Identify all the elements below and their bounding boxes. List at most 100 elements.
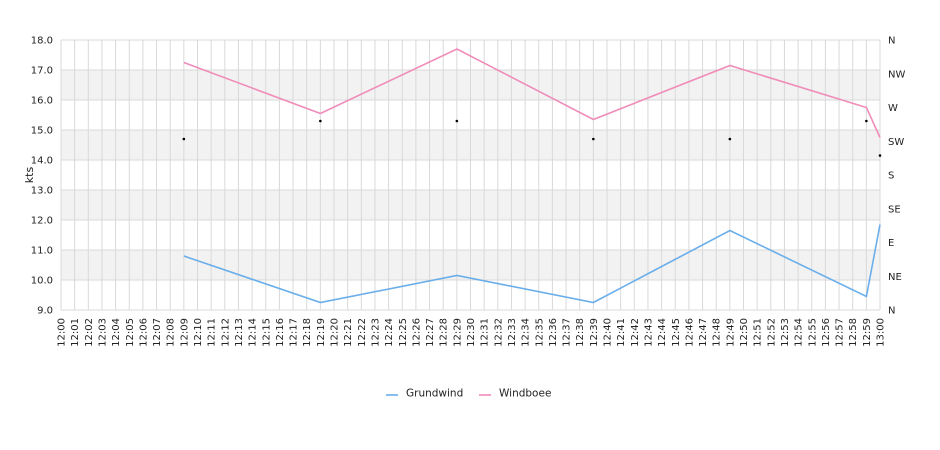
- x-tick-label: 12:36: [548, 318, 559, 347]
- y-tick-label: 13.0: [31, 186, 53, 197]
- x-tick-label: 12:09: [179, 318, 190, 347]
- direction-axis-ticks: N NE E SE S SW W NW N: [888, 36, 905, 317]
- legend: Grundwind Windboee: [386, 388, 551, 400]
- x-tick-label: 12:38: [575, 318, 586, 347]
- direction-tick-label: N: [888, 36, 895, 47]
- x-tick-label: 12:00: [57, 318, 68, 347]
- x-tick-label: 12:05: [125, 318, 136, 347]
- direction-tick-label: N: [888, 306, 895, 317]
- direction-marker: [319, 119, 322, 123]
- x-tick-label: 12:11: [207, 318, 218, 347]
- x-tick-label: 12:49: [725, 318, 736, 347]
- x-tick-label: 12:46: [684, 318, 695, 347]
- direction-marker: [592, 137, 595, 141]
- x-tick-label: 12:34: [521, 318, 532, 347]
- x-tick-label: 12:24: [384, 318, 395, 347]
- series-line-windboee: [183, 48, 881, 138]
- grid-lines: [60, 39, 881, 311]
- x-tick-label: 12:29: [452, 318, 463, 347]
- direction-marker: [865, 119, 868, 123]
- direction-marker: [878, 154, 882, 157]
- x-tick-label: 12:45: [671, 318, 682, 347]
- x-tick-label: 12:35: [534, 318, 545, 347]
- legend-label-grundwind: Grundwind: [406, 388, 463, 400]
- x-tick-label: 12:19: [316, 318, 327, 347]
- x-tick-label: 12:33: [507, 318, 518, 347]
- x-tick-label: 12:21: [343, 318, 354, 347]
- y-tick-label: 9.0: [37, 306, 53, 317]
- x-tick-label: 12:18: [302, 318, 313, 347]
- x-tick-label: 12:06: [138, 318, 149, 347]
- x-tick-label: 12:10: [193, 318, 204, 347]
- x-tick-label: 12:59: [862, 318, 873, 347]
- x-tick-label: 12:16: [275, 318, 286, 347]
- direction-tick-label: SE: [888, 204, 901, 215]
- direction-marker: [728, 137, 732, 141]
- y-tick-label: 17.0: [31, 66, 53, 77]
- direction-tick-label: S: [888, 171, 894, 182]
- y-tick-label: 10.0: [31, 276, 53, 287]
- x-tick-label: 13:00: [876, 318, 887, 347]
- y-tick-label: 11.0: [31, 246, 53, 257]
- y-axis-label: kts: [23, 167, 36, 184]
- y-tick-label: 16.0: [31, 96, 53, 107]
- x-tick-label: 12:43: [643, 318, 654, 347]
- series-lines: [183, 48, 881, 304]
- x-tick-label: 12:15: [261, 318, 272, 347]
- x-tick-label: 12:53: [780, 318, 791, 347]
- direction-tick-label: NW: [888, 69, 905, 80]
- x-tick-label: 12:56: [821, 318, 832, 347]
- x-tick-label: 12:12: [220, 318, 231, 347]
- x-tick-label: 12:07: [152, 318, 163, 347]
- x-tick-label: 12:27: [425, 318, 436, 347]
- x-tick-label: 12:31: [480, 318, 491, 347]
- x-tick-label: 12:40: [603, 318, 614, 347]
- direction-markers: [182, 119, 882, 157]
- x-tick-label: 12:20: [330, 318, 341, 347]
- x-tick-label: 12:52: [766, 318, 777, 347]
- x-tick-label: 12:55: [807, 318, 818, 347]
- x-tick-label: 12:08: [166, 318, 177, 347]
- direction-tick-label: SW: [888, 137, 904, 148]
- x-tick-label: 12:47: [698, 318, 709, 347]
- x-tick-label: 12:44: [657, 318, 668, 347]
- x-tick-label: 12:32: [493, 318, 504, 347]
- y-axis-ticks: 9.0 10.0 11.0 12.0 13.0 14.0 15.0 16.0 17.0 18.0: [31, 36, 53, 317]
- y-tick-label: 18.0: [31, 36, 53, 47]
- y-tick-label: 15.0: [31, 126, 53, 137]
- x-tick-label: 12:04: [111, 318, 122, 347]
- x-tick-label: 12:26: [411, 318, 422, 347]
- direction-tick-label: E: [888, 238, 894, 249]
- x-tick-label: 12:01: [70, 318, 81, 347]
- y-tick-label: 14.0: [31, 156, 53, 167]
- x-tick-label: 12:03: [97, 318, 108, 347]
- x-tick-label: 12:14: [248, 318, 259, 347]
- x-tick-label: 12:17: [289, 318, 300, 347]
- x-tick-label: 12:58: [848, 318, 859, 347]
- x-tick-label: 12:28: [439, 318, 450, 347]
- x-tick-label: 12:13: [234, 318, 245, 347]
- legend-label-windboee: Windboee: [499, 388, 551, 400]
- x-tick-label: 12:39: [589, 318, 600, 347]
- x-tick-label: 12:41: [616, 318, 627, 347]
- x-tick-label: 12:25: [398, 318, 409, 347]
- direction-marker: [455, 119, 459, 123]
- direction-tick-label: NE: [888, 272, 902, 283]
- x-axis-ticks: 12:00 12:01 12:02 12:03 12:04 12:05 12:06 12:07…: [57, 318, 887, 347]
- y-tick-label: 12.0: [31, 216, 53, 227]
- x-tick-label: 12:51: [753, 318, 764, 347]
- x-tick-label: 12:50: [739, 318, 750, 347]
- x-tick-label: 12:48: [712, 318, 723, 347]
- x-tick-label: 12:02: [84, 318, 95, 347]
- x-tick-label: 12:54: [794, 318, 805, 347]
- x-tick-label: 12:22: [357, 318, 368, 347]
- x-tick-label: 12:37: [562, 318, 573, 347]
- series-line-grundwind: [183, 224, 881, 304]
- direction-tick-label: W: [888, 103, 898, 114]
- x-tick-label: 12:23: [370, 318, 381, 347]
- x-tick-label: 12:57: [835, 318, 846, 347]
- direction-marker: [182, 137, 186, 141]
- x-tick-label: 12:30: [466, 318, 477, 347]
- x-tick-label: 12:42: [630, 318, 641, 347]
